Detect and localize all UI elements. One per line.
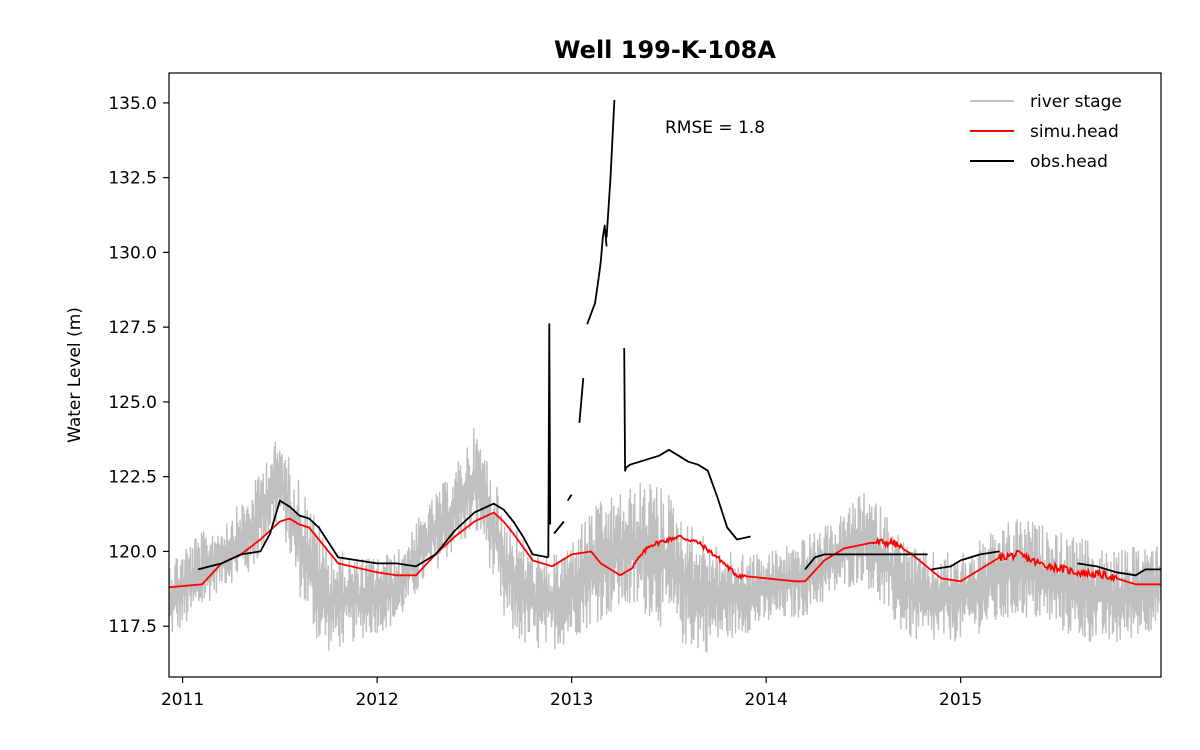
series-obs-head-segment-4 <box>578 377 585 423</box>
y-tick-label-135.0: 135.0 <box>108 94 157 114</box>
legend-label-obs-head: obs.head <box>1030 152 1108 172</box>
y-tick-label-127.5: 127.5 <box>108 318 157 338</box>
series-obs-head-segment-5 <box>586 276 600 325</box>
series-obs-head-segment-11 <box>1077 562 1161 577</box>
x-tick-label-2011: 2011 <box>161 690 204 710</box>
series-obs-head-segment-6 <box>598 224 608 277</box>
legend-label-river-stage: river stage <box>1030 92 1122 112</box>
series-layer <box>169 99 1161 653</box>
series-river-stage <box>169 428 1161 653</box>
series-obs-head-segment-10 <box>931 550 1000 571</box>
y-tick-label-122.5: 122.5 <box>108 468 157 488</box>
plot-frame <box>168 72 1162 678</box>
series-obs-head-segment-2 <box>553 520 565 535</box>
series-simu-head <box>169 511 1161 589</box>
series-obs-head-segment-7 <box>605 99 616 238</box>
series-obs-head-segment-1 <box>547 323 552 558</box>
y-axis: 117.5 120.0 122.5 125.0 127.5 130.0 132.5 135.0 <box>108 94 169 637</box>
series-obs-head-segment-0 <box>197 499 549 571</box>
x-axis: 2011 2012 2013 2014 2015 <box>161 677 982 710</box>
x-tick-label-2013: 2013 <box>550 690 593 710</box>
legend: river stage simu.head obs.head <box>970 92 1122 172</box>
x-tick-label-2015: 2015 <box>939 690 982 710</box>
series-obs-head-segment-8 <box>623 348 751 541</box>
rmse-annotation: RMSE = 1.8 <box>665 118 765 138</box>
y-tick-label-132.5: 132.5 <box>108 169 157 189</box>
x-tick-label-2012: 2012 <box>355 690 398 710</box>
y-tick-label-130.0: 130.0 <box>108 243 157 263</box>
y-tick-label-125.0: 125.0 <box>108 393 157 413</box>
y-tick-label-120.0: 120.0 <box>108 542 157 562</box>
legend-label-simu-head: simu.head <box>1030 122 1119 142</box>
plot-area <box>168 72 1162 678</box>
y-axis-label: Water Level (m) <box>65 307 85 443</box>
series-obs-head-segment-3 <box>566 494 573 502</box>
series-obs-head-segment-9 <box>804 553 928 570</box>
y-tick-label-117.5: 117.5 <box>108 617 157 637</box>
chart-title: Well 199-K-108A <box>554 36 776 64</box>
x-tick-label-2014: 2014 <box>745 690 788 710</box>
